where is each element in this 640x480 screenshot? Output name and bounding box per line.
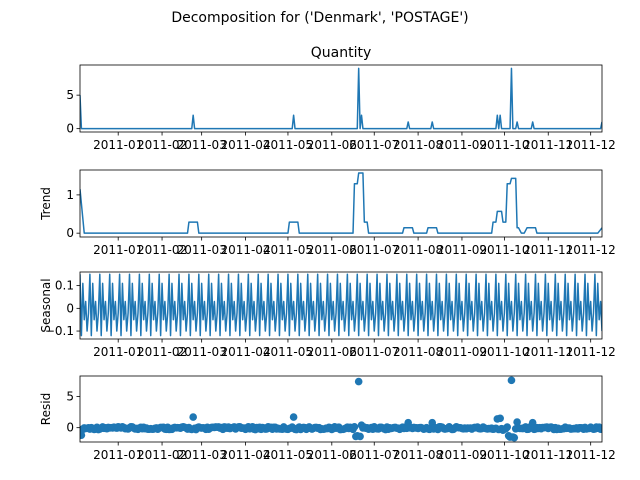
xtick-label: 2011-07 [349,345,399,359]
xtick-label: 2011-01 [93,345,143,359]
ytick-label: 1 [66,188,74,202]
xtick-label: 2011-03 [177,448,227,462]
xtick-label: 2011-01 [93,448,143,462]
xtick-label: 2011-09 [437,243,487,257]
ytick-label: 5 [66,88,74,102]
series-line-2 [80,273,602,337]
xtick-label: 2011-12 [566,448,616,462]
xtick-label: 2011-06 [307,243,357,257]
ytick-label: −0.1 [45,324,74,338]
resid-point [507,376,516,385]
xtick-label: 2011-01 [93,138,143,152]
resid-point [354,377,363,386]
panel-title: Quantity [311,45,372,61]
xtick-label: 2011-06 [307,448,357,462]
xtick-label: 2011-06 [307,138,357,152]
xtick-label: 2011-03 [177,138,227,152]
axes-frame-3 [79,375,603,443]
resid-point [350,423,359,431]
series-line-1 [80,172,602,234]
xtick-label: 2011-10 [479,448,529,462]
plot-area-2 [80,273,602,337]
xtick-label: 2011-03 [177,345,227,359]
panel-1: 012011-012011-022011-032011-042011-05201… [39,169,616,257]
xtick-label: 2011-10 [479,138,529,152]
xtick-label: 2011-12 [566,345,616,359]
xtick-label: 2011-02 [137,345,187,359]
resid-point [189,413,197,421]
xtick-label: 2011-08 [393,345,443,359]
xtick-label: 2011-12 [566,138,616,152]
xtick-label: 2011-12 [566,243,616,257]
xtick-label: 2011-05 [263,243,313,257]
xtick-label: 2011-03 [177,243,227,257]
resid-point [510,433,519,442]
xtick-label: 2011-05 [263,448,313,462]
panel-0: 052011-012011-022011-032011-042011-05201… [66,45,615,152]
plot-area-3 [80,376,602,442]
ytick-label: 0 [66,122,74,136]
xtick-label: 2011-04 [220,345,270,359]
xtick-label: 2011-05 [263,138,313,152]
resid-point [513,418,521,426]
xtick-label: 2011-01 [93,243,143,257]
plot-area-1 [80,172,602,234]
panel-3: 052011-012011-022011-032011-042011-05201… [39,375,616,462]
axes-frame-0 [79,64,603,133]
xtick-label: 2011-02 [137,138,187,152]
ylabel-seasonal: Seasonal [39,278,53,332]
resid-point [289,413,298,421]
xtick-label: 2011-10 [479,243,529,257]
series-line-0 [80,67,602,130]
ytick-label: 0 [66,301,74,315]
xtick-label: 2011-05 [263,345,313,359]
resid-point [598,425,602,433]
ytick-label: 0 [66,421,74,435]
ytick-label: 0 [66,226,74,240]
resid-point [356,432,364,441]
xtick-label: 2011-11 [523,243,573,257]
xtick-label: 2011-09 [437,448,487,462]
ytick-label: 5 [66,390,74,404]
xtick-label: 2011-09 [437,345,487,359]
resid-point [528,418,537,427]
resid-point [80,431,86,439]
xtick-label: 2011-08 [393,138,443,152]
axes-frame-1 [79,169,603,238]
xtick-label: 2011-04 [220,448,270,462]
xtick-label: 2011-11 [523,138,573,152]
xtick-label: 2011-08 [393,448,443,462]
resid-point [496,414,504,423]
ylabel-trend: Trend [39,187,53,221]
xtick-label: 2011-02 [137,448,187,462]
xtick-label: 2011-04 [220,243,270,257]
xtick-label: 2011-10 [479,345,529,359]
xtick-label: 2011-02 [137,243,187,257]
xtick-label: 2011-06 [307,345,357,359]
xtick-label: 2011-11 [523,448,573,462]
xtick-label: 2011-04 [220,138,270,152]
figure-suptitle: Decomposition for ('Denmark', 'POSTAGE') [171,10,468,26]
xtick-label: 2011-08 [393,243,443,257]
xtick-label: 2011-11 [523,345,573,359]
axes-frame-2 [79,271,603,340]
panel-2: −0.100.12011-012011-022011-032011-042011… [39,271,616,359]
resid-point [503,423,512,431]
xtick-label: 2011-07 [349,138,399,152]
plot-area-0 [80,67,602,130]
ylabel-resid: Resid [39,393,53,425]
ytick-label: 0.1 [55,279,74,293]
xtick-label: 2011-07 [349,448,399,462]
xtick-label: 2011-07 [349,243,399,257]
xtick-label: 2011-09 [437,138,487,152]
